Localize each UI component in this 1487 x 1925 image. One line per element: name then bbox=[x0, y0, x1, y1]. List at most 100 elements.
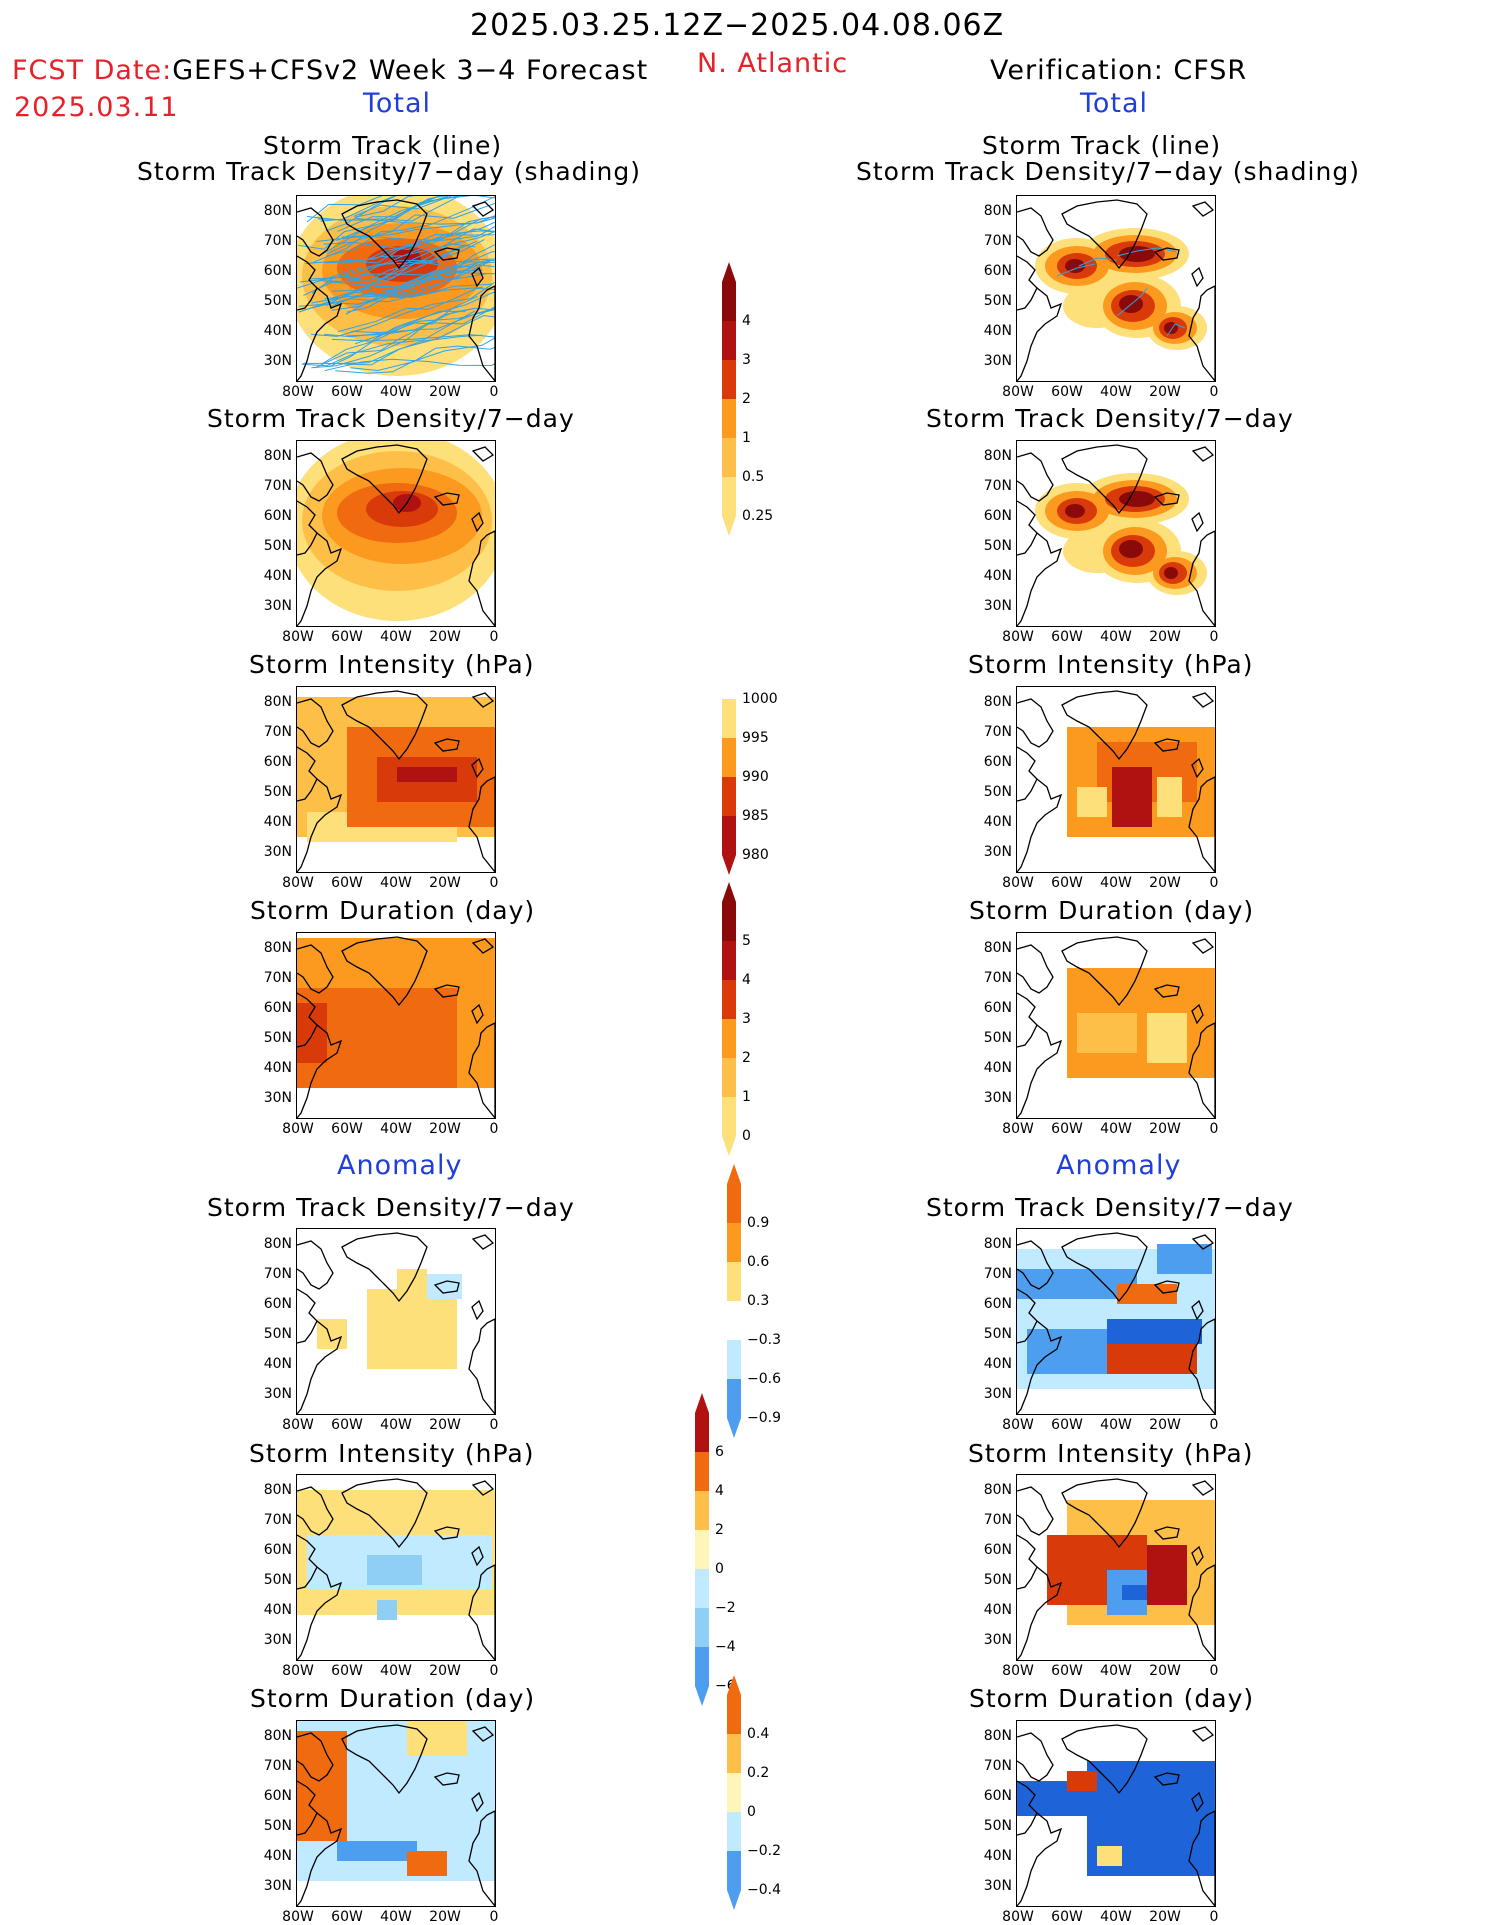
x-tick-label: 40W bbox=[380, 1121, 412, 1137]
x-tick-label: 20W bbox=[1149, 1417, 1181, 1433]
y-tick-label: 70N bbox=[983, 478, 1012, 494]
x-tick-label: 40W bbox=[1100, 629, 1132, 645]
coastline bbox=[297, 1478, 495, 1660]
x-tick-label: 80W bbox=[1002, 1417, 1034, 1433]
colorbar-label: −4 bbox=[715, 1639, 736, 1655]
y-tick-label: 70N bbox=[263, 970, 292, 986]
x-tick-label: 80W bbox=[282, 629, 314, 645]
colorbar-segment bbox=[727, 1301, 741, 1340]
colorbar-segment bbox=[722, 321, 736, 360]
x-tick-label: 40W bbox=[1100, 1121, 1132, 1137]
anom-cell bbox=[1107, 1319, 1202, 1344]
x-tick-label: 60W bbox=[331, 629, 363, 645]
colorbar-label: 6 bbox=[715, 1444, 724, 1460]
x-tick-label: 0 bbox=[489, 1417, 499, 1433]
x-tick-label: 40W bbox=[380, 1663, 412, 1679]
colorbar-label: 980 bbox=[742, 847, 769, 863]
x-tick-label: 0 bbox=[1209, 384, 1219, 400]
x-tick-label: 60W bbox=[1051, 1909, 1083, 1925]
x-tick-label: 20W bbox=[429, 875, 461, 891]
colorbar-segment bbox=[695, 1530, 709, 1569]
density-shade-7 bbox=[1164, 322, 1178, 334]
map-panel-duration-anomaly-right bbox=[1016, 1720, 1216, 1907]
map-panel-duration-anomaly-left bbox=[296, 1720, 496, 1907]
y-tick-label: 80N bbox=[983, 448, 1012, 464]
colorbar-label: 0.2 bbox=[747, 1765, 770, 1781]
y-tick-label: 60N bbox=[983, 1788, 1012, 1804]
x-tick-label: 20W bbox=[1149, 384, 1181, 400]
intensity-cell bbox=[1077, 787, 1107, 817]
y-tick-label: 60N bbox=[983, 263, 1012, 279]
y-tick-label: 50N bbox=[263, 538, 292, 554]
panel-title-intensity-r: Storm Intensity (hPa) bbox=[968, 650, 1254, 679]
y-tick-label: 80N bbox=[983, 940, 1012, 956]
colorbar-label: −0.2 bbox=[747, 1843, 781, 1859]
x-tick-label: 0 bbox=[1209, 1121, 1219, 1137]
y-tick-label: 80N bbox=[263, 1236, 292, 1252]
y-tick-label: 40N bbox=[983, 323, 1012, 339]
intensity-cell bbox=[397, 767, 457, 782]
x-tick-label: 80W bbox=[1002, 1663, 1034, 1679]
x-tick-label: 40W bbox=[380, 875, 412, 891]
page-title: 2025.03.25.12Z−2025.04.08.06Z bbox=[470, 8, 1005, 43]
colorbar-segment bbox=[695, 1491, 709, 1530]
y-tick-label: 40N bbox=[983, 814, 1012, 830]
y-tick-label: 60N bbox=[983, 1000, 1012, 1016]
x-tick-label: 60W bbox=[1051, 384, 1083, 400]
x-tick-label: 60W bbox=[1051, 1417, 1083, 1433]
x-tick-label: 0 bbox=[489, 1121, 499, 1137]
y-tick-label: 40N bbox=[263, 1060, 292, 1076]
coastline bbox=[297, 444, 495, 626]
x-tick-label: 80W bbox=[1002, 1121, 1034, 1137]
x-tick-label: 60W bbox=[1051, 629, 1083, 645]
map-panel-track-density-left bbox=[296, 440, 496, 627]
map-panel-track-line-left bbox=[296, 195, 496, 382]
x-tick-label: 80W bbox=[1002, 875, 1034, 891]
y-tick-label: 60N bbox=[263, 508, 292, 524]
anom-cell bbox=[397, 1269, 427, 1299]
verification-label: Verification: CFSR bbox=[990, 55, 1248, 86]
density-shade-7 bbox=[1119, 491, 1155, 507]
y-tick-label: 60N bbox=[983, 754, 1012, 770]
colorbar-density bbox=[722, 262, 736, 536]
y-tick-label: 30N bbox=[263, 353, 292, 369]
panel-title-duration-r: Storm Duration (day) bbox=[969, 896, 1255, 925]
colorbar-segment bbox=[722, 399, 736, 438]
x-tick-label: 40W bbox=[380, 384, 412, 400]
storm-tracks bbox=[1056, 247, 1186, 337]
y-tick-label: 60N bbox=[263, 754, 292, 770]
y-tick-label: 80N bbox=[263, 203, 292, 219]
density-shade-7 bbox=[1065, 259, 1085, 273]
colorbar-segment bbox=[722, 660, 736, 699]
colorbar-label: 990 bbox=[742, 769, 769, 785]
colorbar-arrow-bottom bbox=[727, 1418, 741, 1438]
x-tick-label: 40W bbox=[1100, 1417, 1132, 1433]
x-tick-label: 60W bbox=[1051, 875, 1083, 891]
coastline bbox=[297, 690, 495, 872]
coastline bbox=[297, 1724, 495, 1906]
colorbar-label: 2 bbox=[742, 391, 751, 407]
colorbar-label: 1 bbox=[742, 1089, 751, 1105]
x-tick-label: 60W bbox=[1051, 1663, 1083, 1679]
colorbar-arrow-bottom bbox=[727, 1890, 741, 1910]
x-tick-label: 40W bbox=[380, 1909, 412, 1925]
map-panel-intensity-anomaly-right bbox=[1016, 1474, 1216, 1661]
x-tick-label: 80W bbox=[1002, 384, 1034, 400]
panel-title-duration-anom-l: Storm Duration (day) bbox=[250, 1684, 536, 1713]
y-tick-label: 30N bbox=[983, 1632, 1012, 1648]
x-tick-label: 60W bbox=[331, 875, 363, 891]
colorbar-label: 2 bbox=[742, 1050, 751, 1066]
panel-title-intensity-anom-l: Storm Intensity (hPa) bbox=[249, 1439, 535, 1468]
y-tick-label: 30N bbox=[983, 1878, 1012, 1894]
x-tick-label: 40W bbox=[1100, 384, 1132, 400]
y-tick-label: 40N bbox=[263, 814, 292, 830]
y-tick-label: 70N bbox=[983, 1266, 1012, 1282]
x-tick-label: 0 bbox=[489, 1663, 499, 1679]
x-tick-label: 60W bbox=[331, 384, 363, 400]
y-tick-label: 50N bbox=[983, 293, 1012, 309]
colorbar-label: 0.6 bbox=[747, 1254, 770, 1270]
colorbar-label: 3 bbox=[742, 352, 751, 368]
coastline bbox=[1017, 1724, 1215, 1906]
y-tick-label: 50N bbox=[263, 1572, 292, 1588]
y-tick-label: 80N bbox=[263, 448, 292, 464]
